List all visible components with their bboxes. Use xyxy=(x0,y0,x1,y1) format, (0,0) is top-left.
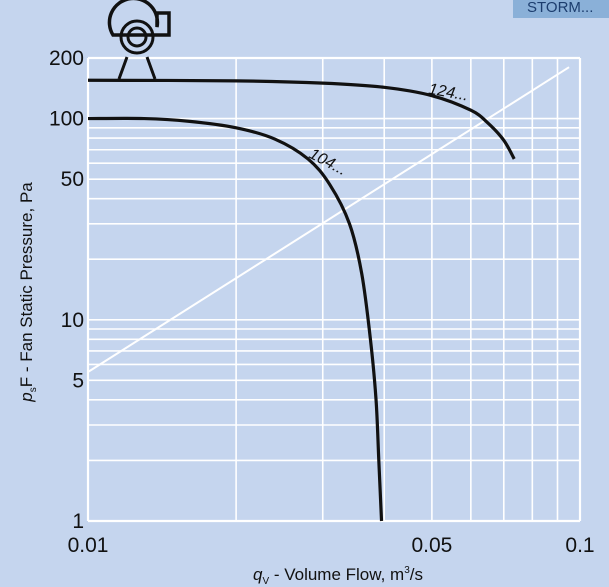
y-axis-label: psF - Fan Static Pressure, Pa xyxy=(17,182,39,403)
x-axis-label: qV - Volume Flow, m3/s xyxy=(253,565,423,587)
y-tick-label: 200 xyxy=(49,47,84,70)
fan-curve-2 xyxy=(87,116,384,522)
x-label-tail: /s xyxy=(410,565,423,584)
y-label-symbol: p xyxy=(17,392,36,402)
curve-labels: 124...104... xyxy=(306,81,469,179)
fan-curve-1 xyxy=(87,78,516,160)
y-label-sub: s xyxy=(28,387,39,392)
y-label-text: F - Fan Static Pressure, Pa xyxy=(17,182,36,388)
x-tick-label: 0.01 xyxy=(68,534,109,557)
y-tick-label: 50 xyxy=(61,168,84,191)
curve-label-1: 124... xyxy=(427,81,469,105)
x-tick-label: 0.05 xyxy=(411,534,452,557)
tick-labels: 0.01 0.05 0.1 1 5 10 50 100 200 xyxy=(49,47,595,557)
x-label-symbol: q xyxy=(253,565,263,584)
y-tick-label: 10 xyxy=(61,309,84,332)
reference-line xyxy=(87,66,570,373)
centrifugal-fan-icon xyxy=(107,0,171,80)
x-label-sub: V xyxy=(262,576,269,587)
fan-curves xyxy=(87,78,516,522)
x-tick-label: 0.1 xyxy=(565,534,594,557)
y-tick-label: 1 xyxy=(72,510,84,533)
x-label-sup: 3 xyxy=(404,565,410,576)
brand-badge: STORM... xyxy=(513,0,609,18)
y-tick-label: 5 xyxy=(72,369,84,392)
x-label-text: - Volume Flow, m xyxy=(269,565,404,584)
y-tick-label: 100 xyxy=(49,108,84,131)
grid-lines xyxy=(86,56,582,523)
